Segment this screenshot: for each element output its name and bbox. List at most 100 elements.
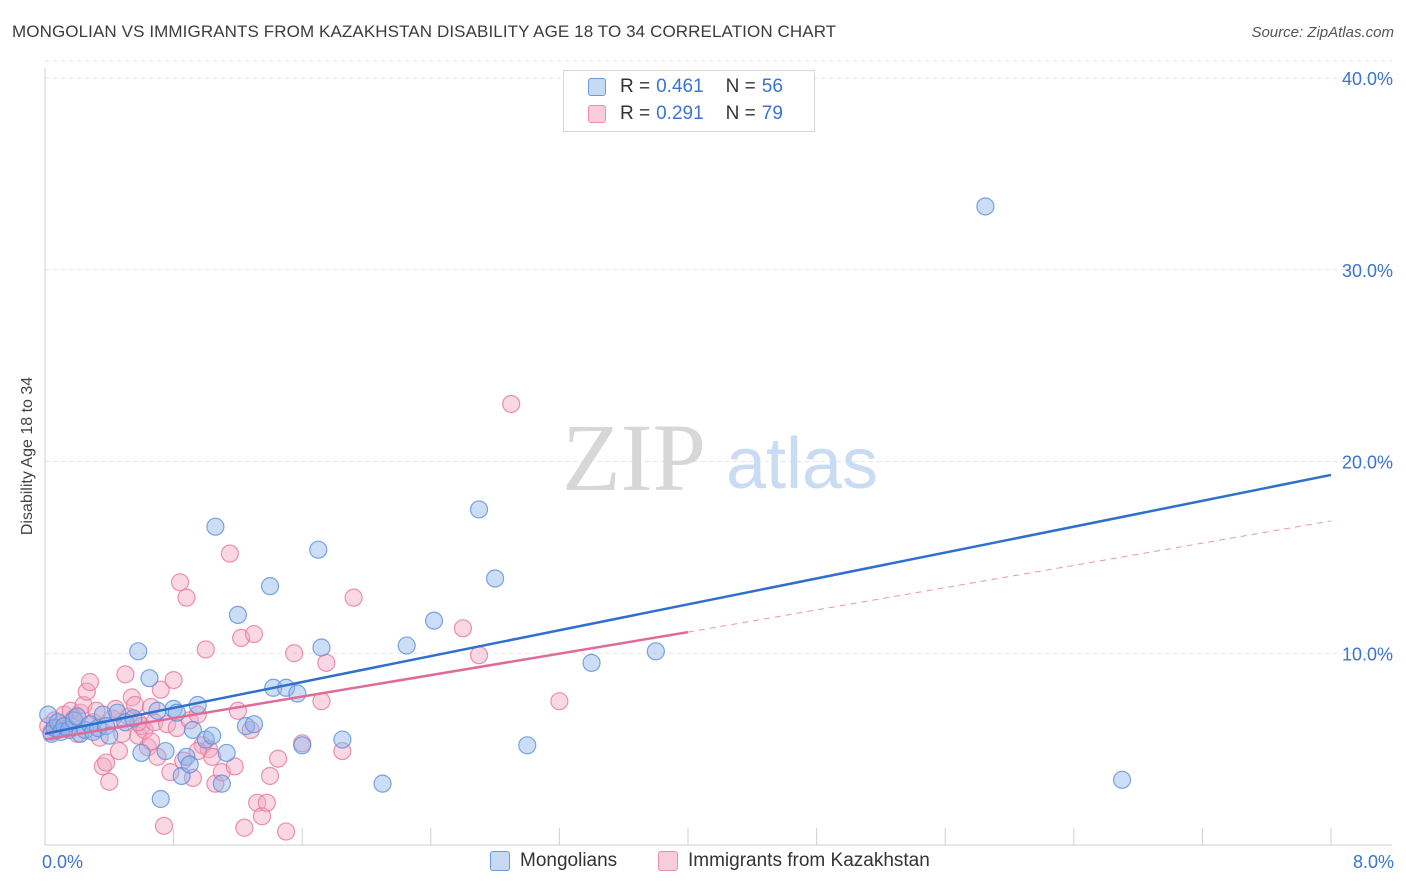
y-tick-label: 30.0% bbox=[1342, 261, 1393, 281]
point-mongolians bbox=[260, 577, 280, 596]
trend-line-kazakhstan-extension bbox=[687, 520, 1332, 633]
point-mongolians bbox=[151, 789, 170, 809]
point-kazakhstan bbox=[317, 653, 336, 672]
point-mongolians bbox=[183, 720, 202, 740]
point-kazakhstan bbox=[116, 665, 135, 684]
point-kazakhstan bbox=[453, 619, 473, 638]
source-credit: Source: ZipAtlas.com bbox=[1251, 24, 1394, 41]
y-tick-label: 20.0% bbox=[1342, 453, 1393, 473]
legend-label: Immigrants from Kazakhstan bbox=[688, 850, 930, 871]
stats-legend: R = 0.461 N = 56 R = 0.291 N = 79 bbox=[563, 70, 815, 132]
point-kazakhstan bbox=[252, 807, 272, 826]
point-kazakhstan bbox=[177, 588, 196, 607]
data-points bbox=[39, 197, 1132, 841]
y-tick-label: 40.0% bbox=[1342, 69, 1393, 89]
point-kazakhstan bbox=[164, 670, 183, 690]
point-kazakhstan bbox=[228, 701, 247, 720]
point-kazakhstan bbox=[80, 672, 100, 692]
y-tick-label: 10.0% bbox=[1342, 644, 1393, 664]
point-kazakhstan bbox=[248, 793, 267, 812]
point-kazakhstan bbox=[100, 772, 119, 791]
legend-label: Mongolians bbox=[520, 850, 618, 871]
point-mongolians bbox=[646, 642, 665, 661]
stats-row-mongolians: R = 0.461 N = 56 bbox=[588, 75, 783, 99]
point-mongolians bbox=[129, 642, 148, 661]
r-value: 0.461 bbox=[656, 76, 704, 97]
gridlines bbox=[45, 60, 1392, 654]
legend-item-mongolians[interactable]: Mongolians bbox=[490, 850, 617, 872]
point-kazakhstan bbox=[96, 753, 116, 772]
point-mongolians bbox=[397, 636, 416, 655]
trend-line-mongolians bbox=[44, 473, 1332, 736]
trend-line-kazakhstan bbox=[44, 630, 689, 741]
point-mongolians bbox=[333, 730, 352, 749]
n-label: N = bbox=[725, 103, 756, 124]
point-kazakhstan bbox=[170, 573, 190, 592]
point-mongolians bbox=[244, 715, 264, 734]
r-value: 0.291 bbox=[656, 103, 704, 124]
kazakhstan-swatch bbox=[658, 851, 678, 871]
point-mongolians bbox=[312, 638, 331, 657]
point-mongolians bbox=[518, 736, 537, 755]
mongolians-swatch bbox=[588, 78, 606, 96]
point-kazakhstan bbox=[257, 793, 276, 812]
point-kazakhstan bbox=[225, 757, 244, 776]
stats-row-kazakhstan: R = 0.291 N = 79 bbox=[588, 102, 783, 126]
mongolians-swatch bbox=[490, 851, 510, 871]
point-mongolians bbox=[486, 569, 505, 588]
point-kazakhstan bbox=[268, 749, 288, 768]
point-kazakhstan bbox=[196, 640, 215, 659]
point-mongolians bbox=[217, 743, 236, 763]
point-kazakhstan bbox=[277, 822, 296, 841]
point-kazakhstan bbox=[206, 774, 225, 793]
point-mongolians bbox=[206, 517, 225, 536]
point-mongolians bbox=[1112, 770, 1132, 789]
series-legend: Mongolians Immigrants from Kazakhstan bbox=[0, 850, 1406, 878]
point-mongolians bbox=[469, 500, 489, 519]
y-tick-labels: 10.0% 20.0% 30.0% 40.0% bbox=[1342, 69, 1393, 664]
point-mongolians bbox=[228, 605, 247, 625]
point-mongolians bbox=[212, 774, 231, 793]
point-mongolians bbox=[293, 736, 312, 755]
point-kazakhstan bbox=[235, 818, 254, 837]
point-kazakhstan bbox=[244, 624, 264, 644]
watermark-zip: ZIP bbox=[562, 404, 706, 511]
point-mongolians bbox=[373, 774, 392, 793]
watermark: ZIP atlas bbox=[562, 404, 878, 511]
point-kazakhstan bbox=[77, 682, 96, 701]
x-tick-max: 8.0% bbox=[1352, 852, 1394, 872]
point-mongolians bbox=[100, 726, 119, 745]
r-label: R = bbox=[620, 103, 651, 124]
legend-item-kazakhstan[interactable]: Immigrants from Kazakhstan bbox=[658, 850, 930, 872]
n-label: N = bbox=[725, 76, 756, 97]
point-kazakhstan bbox=[125, 695, 145, 715]
point-mongolians bbox=[424, 611, 444, 630]
point-kazakhstan bbox=[260, 766, 280, 786]
trend-lines bbox=[44, 473, 1332, 741]
chart-title: MONGOLIAN VS IMMIGRANTS FROM KAZAKHSTAN … bbox=[12, 22, 837, 41]
point-mongolians bbox=[180, 755, 199, 774]
axes bbox=[44, 68, 1392, 846]
kazakhstan-swatch bbox=[588, 105, 606, 123]
n-value: 56 bbox=[761, 76, 783, 97]
point-kazakhstan bbox=[502, 394, 521, 414]
point-kazakhstan bbox=[154, 816, 174, 835]
point-mongolians bbox=[582, 653, 601, 672]
n-value: 79 bbox=[761, 103, 783, 124]
x-tick-min: 0.0% bbox=[42, 852, 84, 872]
point-kazakhstan bbox=[469, 646, 489, 665]
point-kazakhstan bbox=[183, 768, 202, 787]
point-mongolians bbox=[132, 743, 151, 763]
point-kazakhstan bbox=[109, 741, 129, 761]
point-mongolians bbox=[156, 741, 175, 761]
point-kazakhstan bbox=[550, 692, 569, 711]
watermark-atlas: atlas bbox=[726, 424, 878, 504]
point-mongolians bbox=[309, 540, 328, 559]
point-kazakhstan bbox=[161, 763, 180, 782]
point-mongolians bbox=[976, 197, 995, 216]
point-mongolians bbox=[203, 726, 222, 745]
point-kazakhstan bbox=[285, 644, 304, 663]
point-kazakhstan bbox=[220, 544, 239, 563]
point-kazakhstan bbox=[344, 588, 363, 607]
